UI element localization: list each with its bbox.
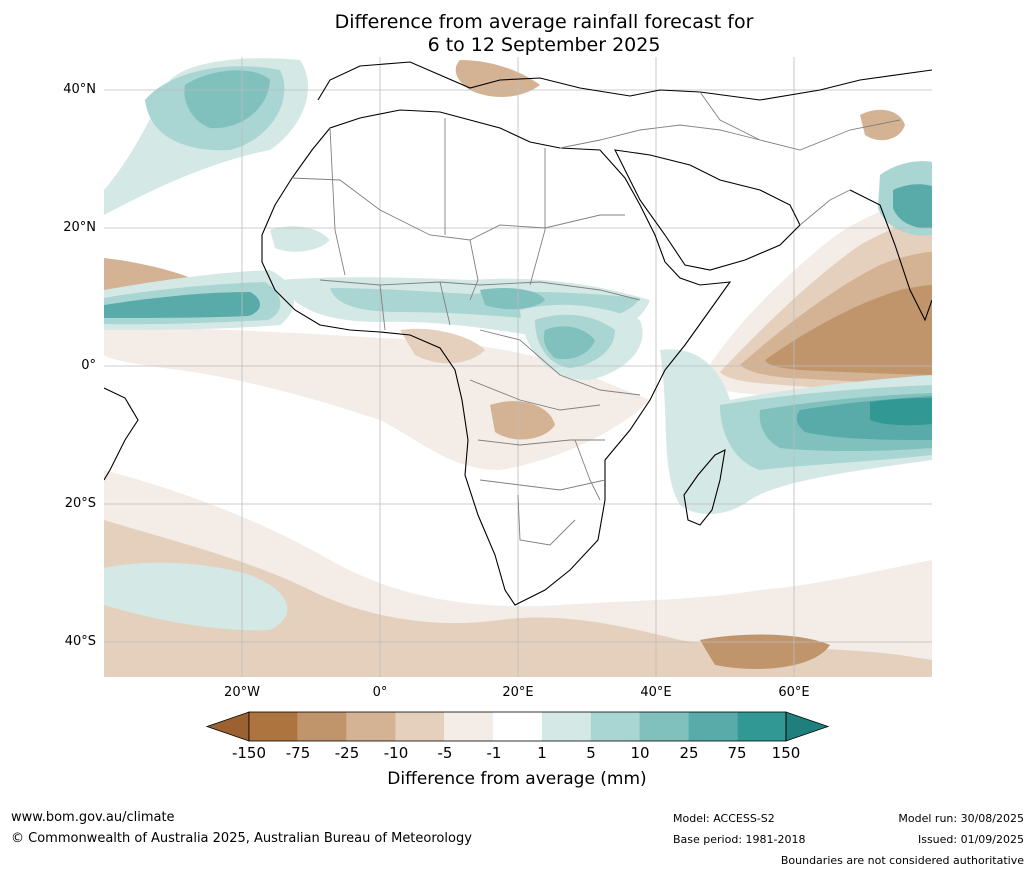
anomaly-dry-southwest-corner bbox=[104, 648, 160, 672]
south-america-coastline bbox=[104, 387, 139, 481]
copyright-text: © Commonwealth of Australia 2025, Austra… bbox=[11, 831, 472, 846]
colorbar-swatch bbox=[639, 712, 689, 741]
colorbar-label: 150 bbox=[771, 744, 801, 762]
colorbar-label: 5 bbox=[586, 744, 596, 762]
anomaly-wet-south-atlantic bbox=[104, 562, 288, 631]
anomaly-wet-tropical-atlantic-west bbox=[270, 226, 330, 252]
colorbar-extend-min bbox=[205, 711, 250, 742]
lat-label-40s: 40°S bbox=[64, 634, 96, 649]
colorbar-title: Difference from average (mm) bbox=[387, 769, 647, 789]
map-title-line2: 6 to 12 September 2025 bbox=[427, 34, 661, 56]
colorbar-swatch bbox=[493, 712, 542, 741]
colorbar-label: 75 bbox=[727, 744, 747, 762]
colorbar bbox=[205, 711, 830, 742]
colorbar-swatch bbox=[688, 712, 738, 741]
lat-label-20s: 20°S bbox=[64, 496, 96, 511]
base-period-text: Base period: 1981-2018 bbox=[673, 833, 806, 846]
colorbar-frame bbox=[248, 711, 787, 742]
colorbar-swatch bbox=[395, 712, 445, 741]
colorbar-swatch bbox=[444, 712, 494, 741]
country-boundaries bbox=[291, 91, 901, 546]
colorbar-label: -1 bbox=[486, 744, 502, 762]
issued-text: Issued: 01/09/2025 bbox=[917, 833, 1024, 846]
coastlines bbox=[104, 61, 932, 606]
arabia-coastline bbox=[614, 149, 801, 271]
colorbar-label: -25 bbox=[334, 744, 360, 762]
colorbar-swatch bbox=[346, 712, 396, 741]
lon-label-40e: 40°E bbox=[640, 685, 672, 700]
anomaly-wet-sudan-core bbox=[480, 288, 545, 310]
africa-coastline bbox=[261, 109, 732, 606]
colorbar-label: 1 bbox=[537, 744, 547, 762]
anomaly-dry-south-atlantic-east bbox=[700, 634, 830, 669]
lat-label-equator: 0° bbox=[81, 358, 96, 373]
anomaly-shading bbox=[104, 58, 932, 677]
model-text: Model: ACCESS-S2 bbox=[673, 812, 775, 825]
anomaly-dry-southern-core bbox=[104, 520, 932, 677]
colorbar-label: -150 bbox=[231, 744, 267, 762]
anomaly-wet-north-atlantic-core bbox=[184, 70, 270, 129]
colorbar-extend-max bbox=[785, 711, 830, 742]
colorbar-label: -75 bbox=[285, 744, 311, 762]
anomaly-wet-indian-ocean-peak bbox=[870, 398, 932, 426]
disclaimer-text: Boundaries are not considered authoritat… bbox=[780, 854, 1024, 867]
anomaly-dry-arabian-sea-core bbox=[765, 285, 932, 375]
lon-label-20e: 20°E bbox=[502, 685, 534, 700]
colorbar-label: -5 bbox=[437, 744, 453, 762]
colorbar-swatch bbox=[541, 712, 591, 741]
colorbar-swatch bbox=[737, 712, 786, 741]
anomaly-dry-congo bbox=[490, 401, 555, 440]
anomaly-dry-gulf-guinea bbox=[400, 328, 485, 364]
colorbar-swatch bbox=[297, 712, 347, 741]
colorbar-swatch bbox=[590, 712, 640, 741]
anomaly-wet-bay-of-bengal-core bbox=[893, 184, 932, 229]
lat-label-40n: 40°N bbox=[63, 82, 96, 97]
website-text: www.bom.gov.au/climate bbox=[11, 810, 175, 825]
madagascar-coastline bbox=[683, 449, 726, 526]
lon-label-0: 0° bbox=[372, 685, 388, 700]
model-run-text: Model run: 30/08/2025 bbox=[898, 812, 1024, 825]
colorbar-label: 25 bbox=[679, 744, 699, 762]
anomaly-wet-itcz-atlantic-core bbox=[104, 292, 260, 318]
anomaly-wet-east-africa-core bbox=[543, 326, 595, 360]
lat-label-20n: 20°N bbox=[63, 220, 96, 235]
lon-label-20w: 20°W bbox=[224, 685, 260, 700]
anomaly-dry-mediterranean bbox=[455, 60, 540, 97]
anomaly-dry-iran bbox=[860, 109, 905, 141]
colorbar-swatch bbox=[249, 712, 298, 741]
colorbar-label: 10 bbox=[630, 744, 650, 762]
india-coastline bbox=[849, 189, 932, 322]
lon-label-60e: 60°E bbox=[778, 685, 810, 700]
graticule bbox=[104, 57, 932, 677]
europe-coastline bbox=[317, 61, 932, 101]
map-title-line1: Difference from average rainfall forecas… bbox=[334, 11, 754, 33]
colorbar-label: -10 bbox=[383, 744, 409, 762]
